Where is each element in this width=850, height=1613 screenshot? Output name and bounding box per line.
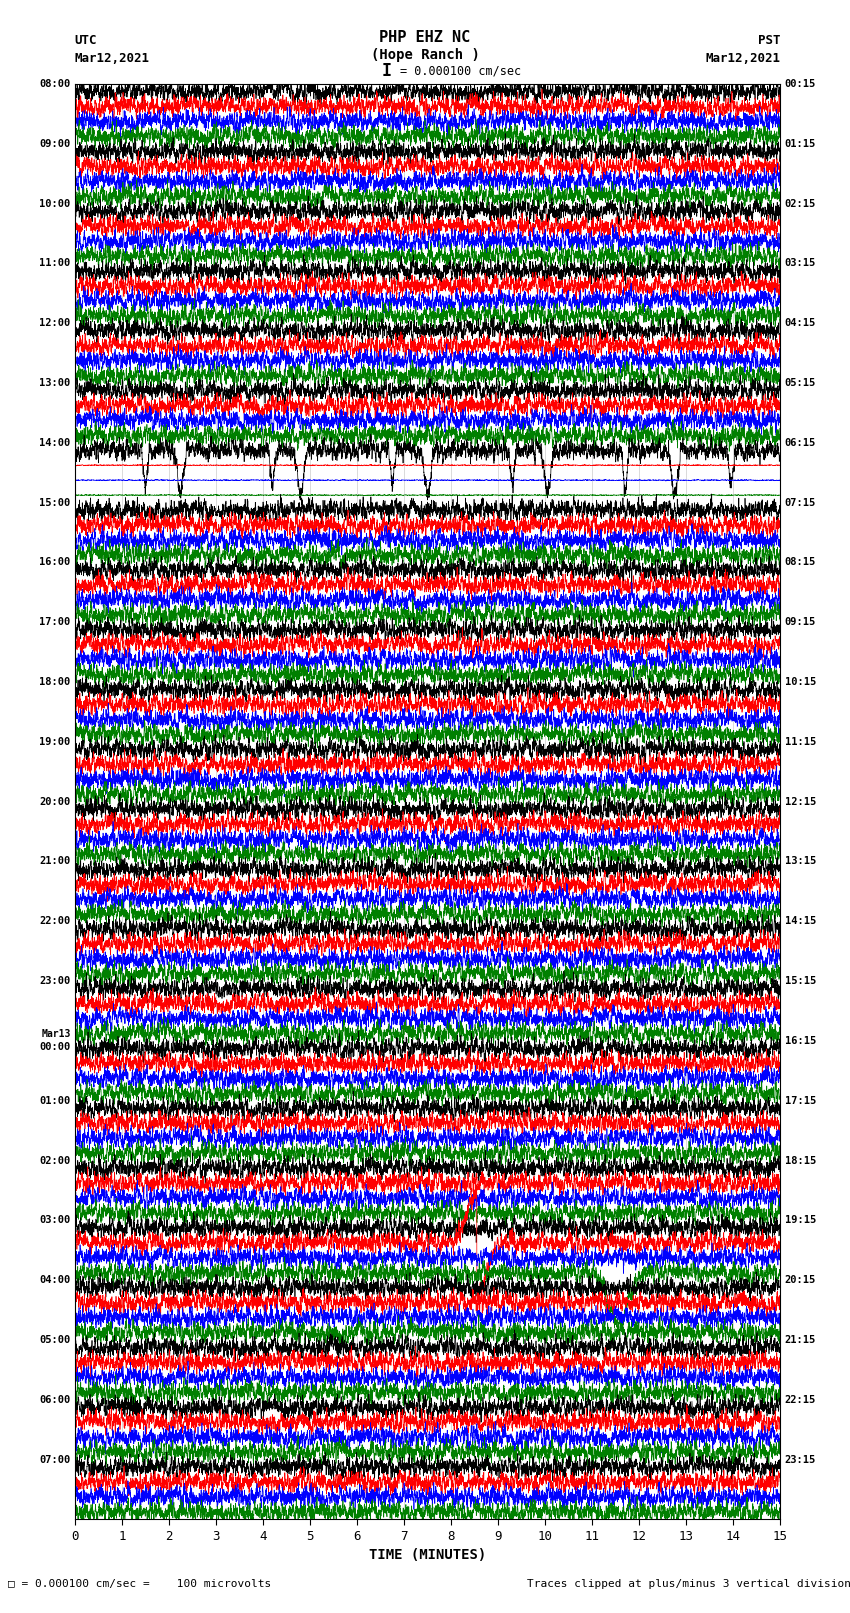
Text: Mar12,2021: Mar12,2021 [706,52,780,65]
Text: 22:00: 22:00 [39,916,71,926]
Text: 20:00: 20:00 [39,797,71,806]
Text: 08:00: 08:00 [39,79,71,89]
Text: 02:15: 02:15 [785,198,816,208]
Text: 08:15: 08:15 [785,558,816,568]
Text: 01:00: 01:00 [39,1095,71,1107]
Text: 21:00: 21:00 [39,857,71,866]
Text: 06:15: 06:15 [785,437,816,448]
Text: 03:00: 03:00 [39,1215,71,1226]
Text: 09:00: 09:00 [39,139,71,148]
Text: 20:15: 20:15 [785,1276,816,1286]
Text: 04:00: 04:00 [39,1276,71,1286]
Text: 23:15: 23:15 [785,1455,816,1465]
Text: 05:00: 05:00 [39,1336,71,1345]
Text: 14:15: 14:15 [785,916,816,926]
Text: PST: PST [758,34,780,47]
Text: 10:15: 10:15 [785,677,816,687]
Text: 18:15: 18:15 [785,1155,816,1166]
Text: □ = 0.000100 cm/sec =    100 microvolts: □ = 0.000100 cm/sec = 100 microvolts [8,1579,272,1589]
Text: 03:15: 03:15 [785,258,816,268]
Text: 06:00: 06:00 [39,1395,71,1405]
Text: 13:15: 13:15 [785,857,816,866]
Text: 13:00: 13:00 [39,377,71,389]
Text: Mar12,2021: Mar12,2021 [75,52,150,65]
Text: Traces clipped at plus/minus 3 vertical divisions: Traces clipped at plus/minus 3 vertical … [527,1579,850,1589]
Text: 09:15: 09:15 [785,618,816,627]
Text: 02:00: 02:00 [39,1155,71,1166]
Text: 22:15: 22:15 [785,1395,816,1405]
Text: 19:00: 19:00 [39,737,71,747]
Text: 01:15: 01:15 [785,139,816,148]
Text: 17:00: 17:00 [39,618,71,627]
Text: = 0.000100 cm/sec: = 0.000100 cm/sec [400,65,520,77]
Text: PHP EHZ NC: PHP EHZ NC [379,29,471,45]
Text: UTC: UTC [75,34,97,47]
Text: 23:00: 23:00 [39,976,71,986]
Text: 07:15: 07:15 [785,497,816,508]
Text: 12:15: 12:15 [785,797,816,806]
Text: 00:15: 00:15 [785,79,816,89]
Text: 10:00: 10:00 [39,198,71,208]
Text: 19:15: 19:15 [785,1215,816,1226]
Text: I: I [382,61,392,81]
Text: 16:15: 16:15 [785,1036,816,1045]
Text: 11:15: 11:15 [785,737,816,747]
Text: (Hope Ranch ): (Hope Ranch ) [371,48,479,61]
Text: 07:00: 07:00 [39,1455,71,1465]
Text: 15:15: 15:15 [785,976,816,986]
Text: 04:15: 04:15 [785,318,816,327]
Text: 14:00: 14:00 [39,437,71,448]
Text: 05:15: 05:15 [785,377,816,389]
Text: 15:00: 15:00 [39,497,71,508]
X-axis label: TIME (MINUTES): TIME (MINUTES) [369,1548,486,1563]
Text: 00:00: 00:00 [39,1042,71,1052]
Text: 12:00: 12:00 [39,318,71,327]
Text: 21:15: 21:15 [785,1336,816,1345]
Text: 16:00: 16:00 [39,558,71,568]
Text: Mar13: Mar13 [41,1029,71,1039]
Text: 11:00: 11:00 [39,258,71,268]
Text: 18:00: 18:00 [39,677,71,687]
Text: 17:15: 17:15 [785,1095,816,1107]
